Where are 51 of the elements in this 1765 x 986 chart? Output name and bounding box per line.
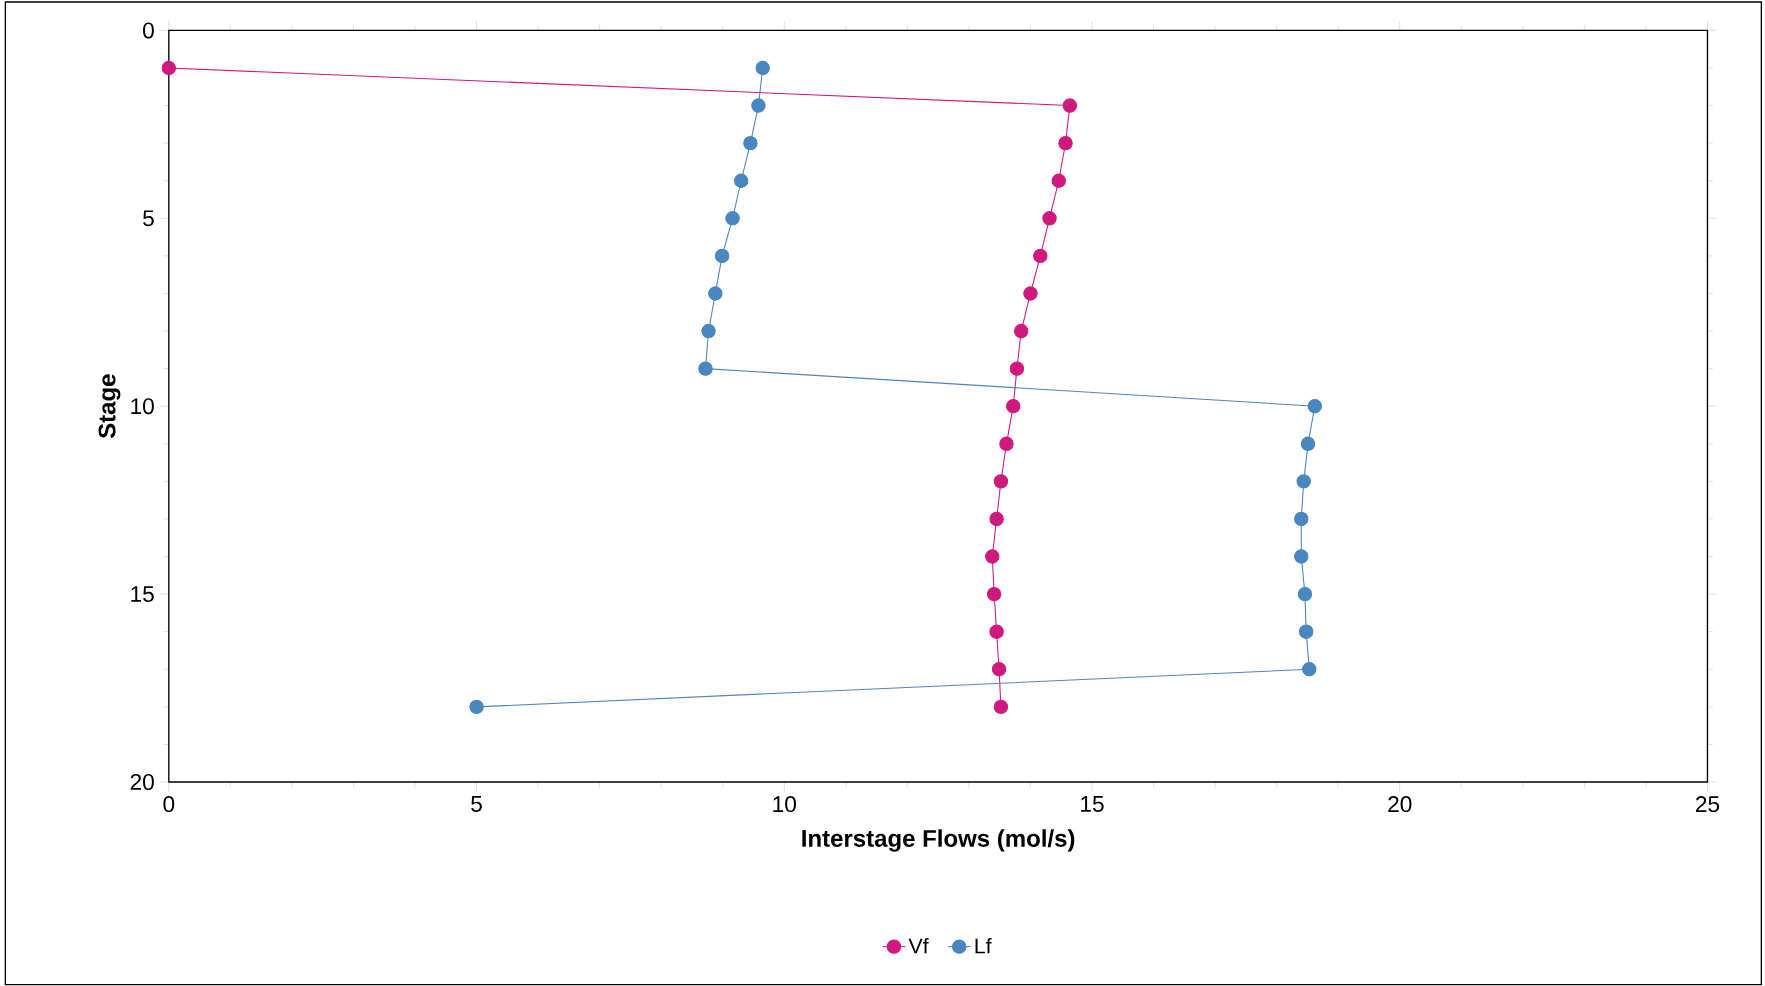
point: [469, 699, 484, 715]
point: [714, 248, 730, 264]
point: [1023, 286, 1038, 301]
point: [698, 361, 713, 376]
x-tick-label: 0: [163, 796, 175, 813]
point: [991, 662, 1007, 677]
point: [1300, 436, 1316, 451]
point: [985, 549, 1000, 564]
point: [1014, 323, 1029, 339]
point: [1294, 511, 1309, 527]
x-tick-label: 15: [1081, 796, 1104, 812]
x-axis-title: Interstage Flows (mol/s): [802, 829, 1075, 852]
point: [1062, 98, 1078, 113]
x-tick-label: 10: [773, 796, 796, 813]
point: [1297, 586, 1313, 602]
legend-label: Vf: [908, 937, 929, 954]
y-tick-label: 10: [131, 398, 154, 415]
point: [161, 60, 177, 76]
point: [1033, 248, 1048, 264]
point: [1042, 211, 1057, 226]
x-tick-label: 25: [1696, 796, 1720, 813]
point: [708, 286, 723, 301]
point: [751, 98, 766, 113]
point: [1051, 173, 1066, 188]
point: [993, 699, 1009, 715]
x-tick-label: 20: [1388, 796, 1412, 813]
point: [993, 474, 1009, 489]
point: [999, 436, 1014, 451]
point: [1058, 135, 1073, 151]
point: [1296, 474, 1311, 489]
point: [1006, 399, 1021, 414]
point: [1298, 624, 1314, 639]
y-axis-title: Stage: [98, 374, 121, 439]
x-tick-label: 5: [471, 796, 482, 812]
point: [743, 135, 758, 151]
point: [701, 323, 716, 339]
point: [1009, 361, 1025, 376]
point: [986, 586, 1002, 602]
point: [733, 173, 749, 188]
point: [989, 511, 1004, 527]
y-tick-label: 5: [143, 210, 154, 227]
point: [755, 60, 770, 76]
legend-label: Lf: [975, 937, 992, 954]
point: [725, 211, 740, 226]
y-tick-label: 20: [130, 773, 154, 791]
y-tick-label: 15: [131, 586, 154, 603]
point: [1294, 549, 1309, 564]
y-tick-label: 0: [143, 22, 154, 39]
point: [1302, 662, 1317, 677]
point: [989, 624, 1004, 639]
point: [1307, 399, 1323, 414]
